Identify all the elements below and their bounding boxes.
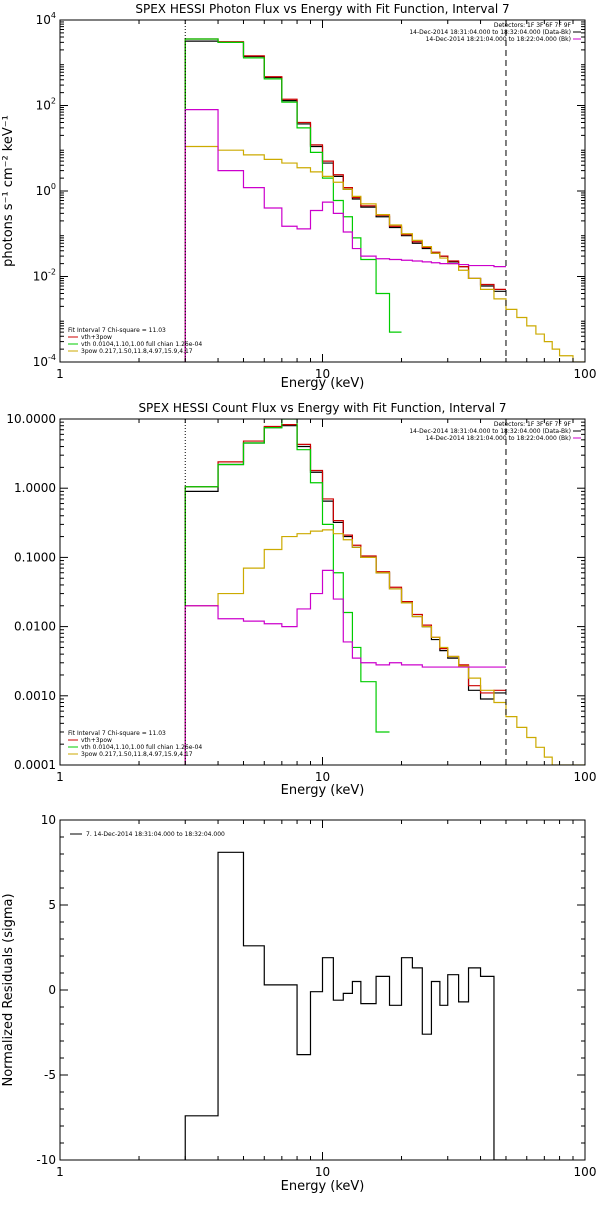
series-line-4 xyxy=(184,569,506,765)
y-tick-exponent: 2 xyxy=(51,97,56,106)
x-tick-label: 100 xyxy=(574,1165,597,1179)
x-tick-label: 100 xyxy=(574,367,597,381)
legend-entry: vth+3pow xyxy=(81,334,112,341)
series-line-1 xyxy=(184,424,506,765)
plot-series xyxy=(184,851,506,1160)
legend-entry: Detectors: 1F 3F 6F 7F 9F xyxy=(494,421,572,428)
x-axis-label: Energy (keV) xyxy=(281,783,365,798)
y-tick-label: 1.0000 xyxy=(14,481,56,495)
y-tick-label: 10-2 xyxy=(33,268,56,284)
x-tick-label: 1 xyxy=(56,770,64,784)
y-tick-exponent: 0 xyxy=(51,182,56,191)
y-tick-label: 0.0010 xyxy=(14,689,56,703)
y-axis-label: Normalized Residuals (sigma) xyxy=(1,893,16,1086)
y-tick-label: 0.0001 xyxy=(14,758,56,772)
series-line-3 xyxy=(184,529,585,765)
legend-entry: 14-Dec-2014 18:31:04.000 to 18:32:04.000… xyxy=(409,29,571,36)
legend-entry: vth+3pow xyxy=(81,737,112,744)
legend-entry: Detectors: 1F 3F 6F 7F 9F xyxy=(494,22,572,29)
series-line-3 xyxy=(184,145,585,362)
legend-entry: vth 0.0104,1.10,1.00 full chian 1.26e-04 xyxy=(81,341,202,348)
y-tick-label: 102 xyxy=(36,97,56,113)
chart-panel-0: 1 10 100 10-4 10-2 100 102 104 SPEX HESSI Photon… xyxy=(1,2,596,391)
y-tick-label: -10 xyxy=(36,1153,56,1167)
legend-entry: Fit Interval 7 Chi-square = 11.03 xyxy=(68,327,166,334)
y-tick-label: 100 xyxy=(36,182,56,198)
y-tick-exponent: -4 xyxy=(48,353,56,362)
series-line-4 xyxy=(184,109,506,362)
series-line-0 xyxy=(184,425,506,765)
series-line-2 xyxy=(184,38,402,362)
chart-title: SPEX HESSI Count Flux vs Energy with Fit… xyxy=(138,401,506,415)
x-axis-label: Energy (keV) xyxy=(281,1179,365,1194)
series-line-2 xyxy=(184,419,390,765)
legend-entry: Fit Interval 7 Chi-square = 11.03 xyxy=(68,730,166,737)
plot-series xyxy=(184,38,585,362)
legend-entry: 3pow 0.217,1.50,11.8,4.97,15.9,4.17 xyxy=(81,348,193,355)
series-line-0 xyxy=(184,40,506,362)
x-tick-label: 1 xyxy=(56,1165,64,1179)
y-tick-label: 0.0100 xyxy=(14,620,56,634)
x-tick-label: 100 xyxy=(574,770,597,784)
legend-entry: 14-Dec-2014 18:21:04.000 to 18:22:04.000… xyxy=(426,435,571,442)
y-tick-label: 104 xyxy=(36,11,56,27)
x-tick-label: 10 xyxy=(315,367,330,381)
y-tick-exponent: -2 xyxy=(48,268,56,277)
chart-panel-1: 1 10 100 0.0001 0.0010 0.0100 0.1000 1.0000 10.0… xyxy=(6,401,596,798)
series-line-1 xyxy=(184,38,506,362)
legend-entry: 7. 14-Dec-2014 18:31:04.000 to 18:32:04.… xyxy=(86,831,225,838)
y-tick-label: 10 xyxy=(41,813,56,827)
y-tick-label: 0 xyxy=(48,983,56,997)
y-tick-label: 10-4 xyxy=(33,353,56,369)
legend-entry: vth 0.0104,1.10,1.00 full chian 1.26e-04 xyxy=(81,744,202,751)
legend-entry: 3pow 0.217,1.50,11.8,4.97,15.9,4.17 xyxy=(81,751,193,758)
x-axis-label: Energy (keV) xyxy=(281,376,365,391)
chart-title: SPEX HESSI Photon Flux vs Energy with Fi… xyxy=(135,2,509,16)
legend-entry: 14-Dec-2014 18:21:04.000 to 18:22:04.000… xyxy=(426,36,571,43)
series-line-0 xyxy=(184,851,506,1160)
y-tick-label: 10.0000 xyxy=(6,412,56,426)
x-tick-label: 10 xyxy=(315,1165,330,1179)
plot-series xyxy=(184,419,585,765)
legend-entry: 14-Dec-2014 18:31:04.000 to 18:32:04.000… xyxy=(409,428,571,435)
y-tick-exponent: 4 xyxy=(51,11,56,20)
x-tick-label: 1 xyxy=(56,367,64,381)
y-axis-label: photons s⁻¹ cm⁻² keV⁻¹ xyxy=(1,115,16,267)
x-tick-label: 10 xyxy=(315,770,330,784)
y-tick-label: -5 xyxy=(44,1068,56,1082)
y-tick-label: 0.1000 xyxy=(14,550,56,564)
y-tick-label: 5 xyxy=(48,898,56,912)
